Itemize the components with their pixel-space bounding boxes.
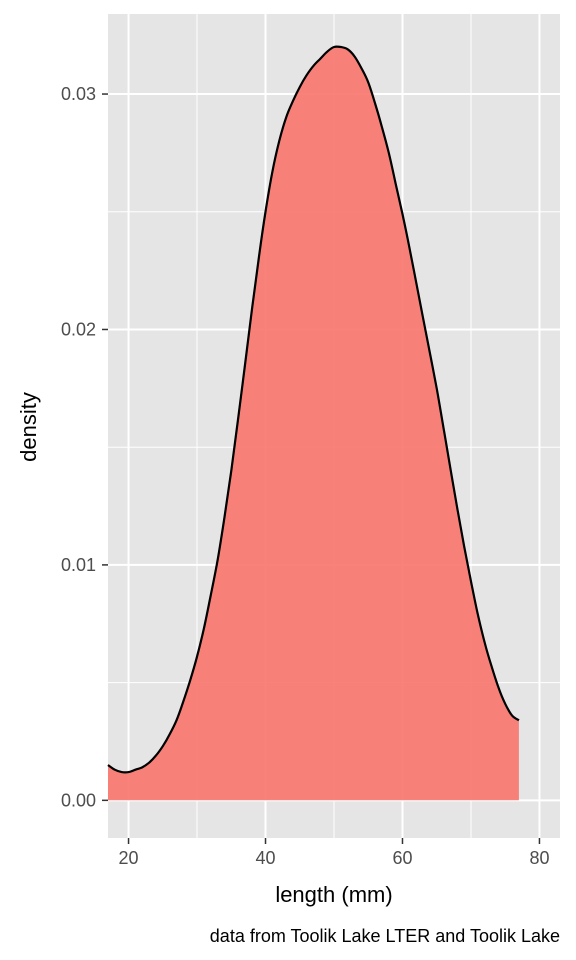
caption: data from Toolik Lake LTER and Toolik La…: [210, 926, 560, 946]
x-axis-title: length (mm): [275, 882, 392, 907]
x-tick-label: 60: [392, 848, 412, 868]
y-tick-label: 0.02: [61, 319, 96, 339]
y-tick-label: 0.03: [61, 84, 96, 104]
y-tick-label: 0.01: [61, 555, 96, 575]
y-axis-title: density: [16, 392, 41, 462]
x-tick-label: 80: [529, 848, 549, 868]
x-tick-label: 40: [255, 848, 275, 868]
x-tick-label: 20: [119, 848, 139, 868]
density-area: [108, 46, 519, 801]
x-axis-ticks: 20 40 60 80: [119, 838, 549, 868]
y-axis-ticks: 0.00 0.01 0.02 0.03: [61, 84, 108, 810]
y-tick-label: 0.00: [61, 790, 96, 810]
density-line: [107, 45, 520, 774]
